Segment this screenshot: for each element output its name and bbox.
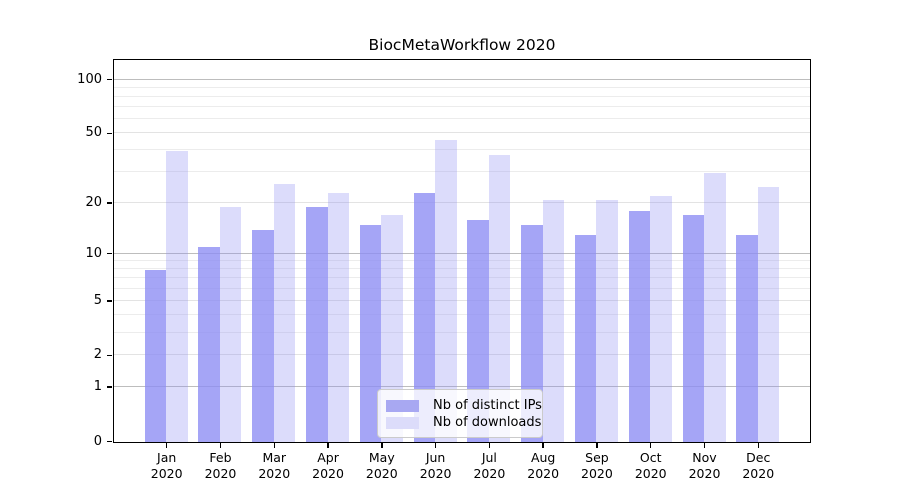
bar-distinct-ips-dec: [736, 235, 758, 442]
y-gridline-7: [114, 277, 810, 279]
legend-label-downloads: Nb of downloads: [433, 415, 542, 430]
y-gridline-20: [114, 201, 810, 203]
bar-downloads-may: [381, 215, 403, 442]
bar-distinct-ips-jul: [467, 219, 489, 442]
bar-distinct-ips-apr: [306, 207, 328, 442]
y-tick-label-100: 100: [77, 71, 102, 87]
legend-swatch-downloads-icon: [386, 416, 419, 429]
bar-downloads-mar: [273, 183, 296, 442]
y-gridline-1: [114, 386, 810, 388]
y-tick-label-0: 0: [93, 433, 102, 449]
legend-item-downloads: Nb of downloads: [386, 414, 541, 431]
bar-downloads-jun: [435, 140, 457, 442]
y-tick-label-1: 1: [93, 379, 102, 395]
x-tick-label-nov: Nov 2020: [688, 450, 721, 481]
plot-area: [113, 59, 811, 443]
y-gridline-30: [114, 171, 810, 173]
x-tick-mark-sep: [596, 442, 598, 448]
bar-distinct-ips-aug: [521, 224, 543, 442]
x-tick-label-dec: Dec 2020: [742, 450, 775, 481]
x-tick-mark-apr: [327, 442, 329, 448]
bar-distinct-ips-mar: [252, 229, 274, 442]
chart-title: BiocMetaWorkflow 2020: [368, 36, 556, 54]
bar-distinct-ips-jun: [413, 192, 436, 442]
x-tick-mark-feb: [219, 442, 222, 448]
x-tick-mark-jan: [165, 442, 168, 448]
x-tick-mark-jul: [488, 442, 491, 448]
x-tick-mark-jun: [434, 442, 437, 448]
bar-distinct-ips-jan: [144, 269, 167, 442]
bar-downloads-aug: [542, 199, 565, 442]
bar-distinct-ips-sep: [574, 235, 597, 442]
bar-downloads-jan: [166, 150, 188, 442]
x-tick-mark-aug: [542, 442, 544, 448]
bar-distinct-ips-may: [359, 224, 382, 442]
x-tick-label-mar: Mar 2020: [258, 450, 291, 481]
x-tick-label-jan: Jan 2020: [150, 450, 183, 481]
y-gridline-40: [114, 149, 810, 151]
x-tick-label-may: May 2020: [365, 450, 398, 481]
y-gridline-70: [114, 106, 810, 108]
y-gridline-3: [114, 331, 810, 333]
y-gridline-6: [114, 287, 810, 289]
legend-label-distinct-ips: Nb of distinct IPs: [433, 398, 542, 413]
x-tick-label-jun: Jun 2020: [419, 450, 452, 481]
y-tick-mark-2: [107, 354, 112, 357]
y-tick-mark-10: [107, 252, 112, 255]
y-tick-mark-20: [107, 202, 112, 204]
x-tick-label-oct: Oct 2020: [634, 450, 667, 481]
y-gridline-2: [114, 354, 810, 356]
y-tick-mark-5: [107, 300, 112, 302]
x-tick-label-jul: Jul 2020: [473, 450, 506, 481]
y-gridline-10: [114, 252, 810, 254]
y-gridline-5: [114, 300, 810, 302]
y-tick-mark-100: [107, 78, 112, 81]
bar-downloads-dec: [757, 186, 780, 442]
bar-distinct-ips-nov: [682, 215, 704, 442]
x-tick-mark-nov: [703, 442, 706, 448]
x-tick-label-aug: Aug 2020: [527, 450, 560, 481]
bar-downloads-feb: [219, 207, 242, 442]
y-gridline-9: [114, 259, 810, 261]
y-gridline-100: [114, 78, 810, 80]
legend-swatch-distinct-ips-icon: [386, 399, 419, 412]
y-gridline-50: [114, 132, 810, 134]
bar-distinct-ips-oct: [628, 211, 651, 442]
y-tick-mark-50: [107, 132, 112, 134]
legend-item-distinct-ips: Nb of distinct IPs: [386, 397, 542, 414]
bar-downloads-oct: [650, 196, 672, 442]
bar-downloads-sep: [596, 199, 618, 442]
y-gridline-4: [114, 314, 810, 316]
y-tick-mark-0: [107, 440, 112, 443]
y-tick-label-20: 20: [85, 194, 102, 210]
bar-downloads-nov: [704, 172, 726, 442]
x-tick-mark-oct: [649, 442, 652, 448]
bar-downloads-jul: [488, 154, 511, 442]
x-tick-label-feb: Feb 2020: [204, 450, 237, 481]
y-tick-label-5: 5: [93, 293, 102, 309]
legend: Nb of distinct IPs Nb of downloads: [377, 389, 543, 438]
y-tick-mark-1: [107, 386, 112, 388]
x-tick-label-apr: Apr 2020: [312, 450, 344, 481]
y-gridline-8: [114, 268, 810, 270]
y-gridline-80: [114, 95, 810, 97]
y-gridline-90: [114, 86, 810, 88]
y-gridline-60: [114, 118, 810, 120]
x-tick-mark-may: [381, 442, 383, 448]
y-tick-label-10: 10: [85, 245, 102, 261]
y-tick-label-2: 2: [93, 347, 102, 363]
x-tick-label-sep: Sep 2020: [581, 450, 613, 481]
bar-downloads-apr: [327, 192, 350, 442]
x-tick-mark-dec: [757, 442, 760, 448]
bar-distinct-ips-feb: [198, 247, 220, 442]
y-tick-label-50: 50: [85, 125, 102, 141]
x-tick-mark-mar: [273, 442, 275, 448]
